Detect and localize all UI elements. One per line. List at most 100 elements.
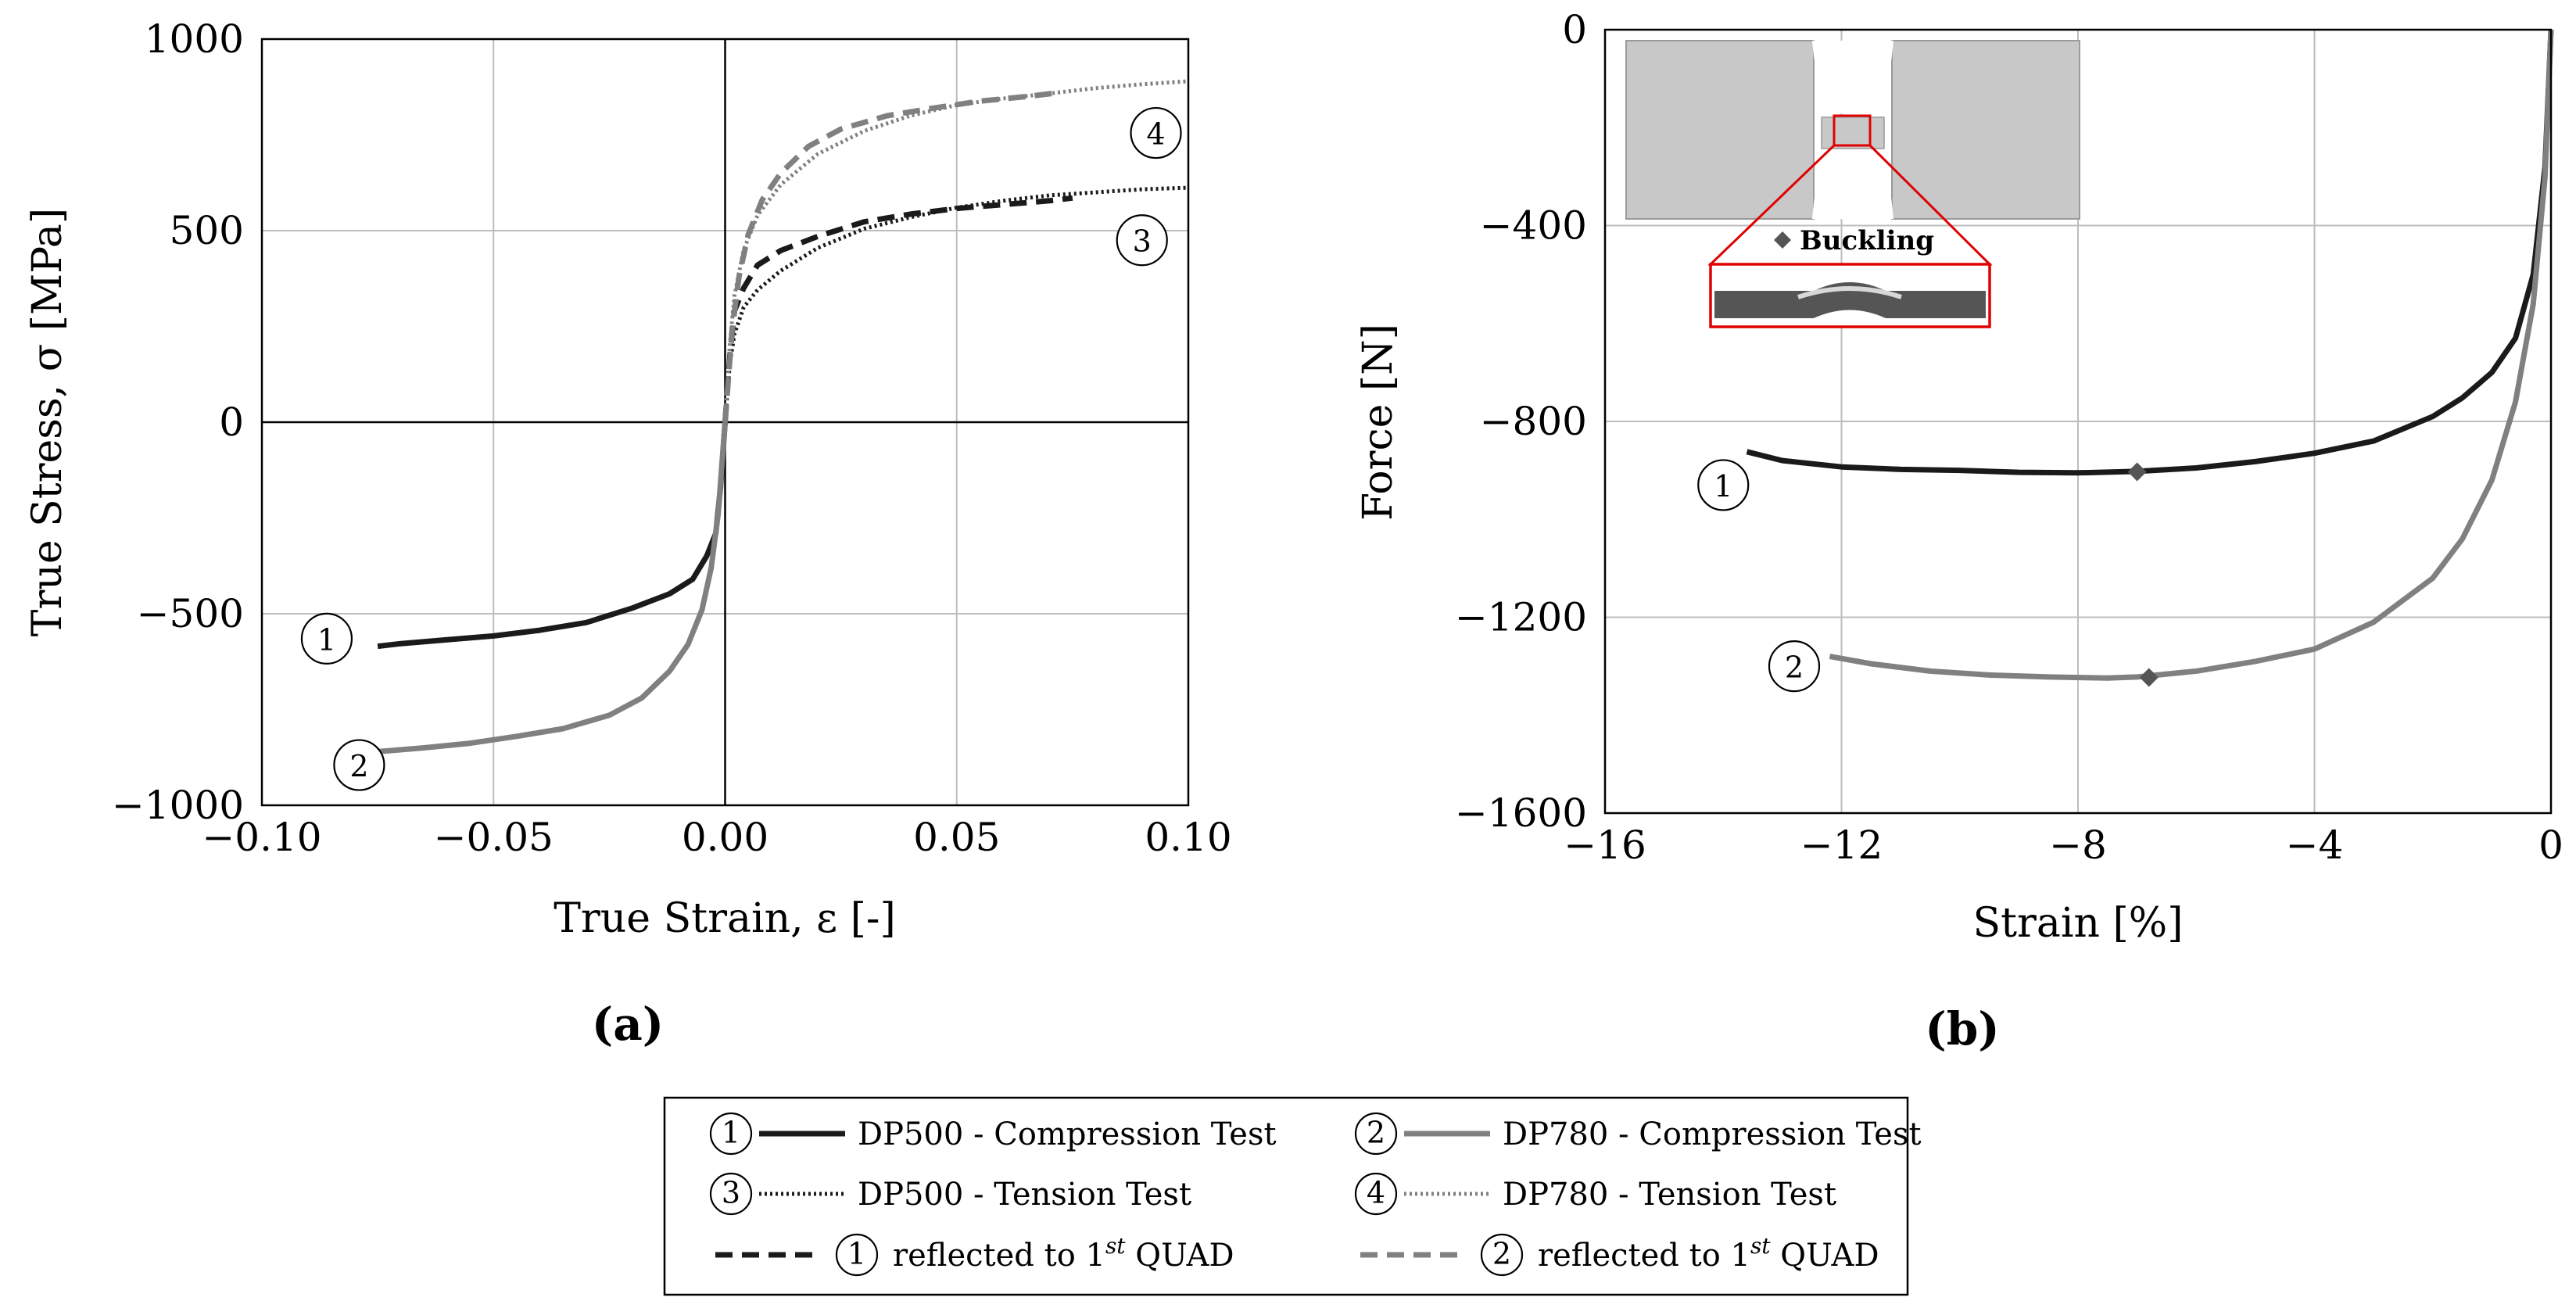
series-marker-1: 1	[300, 612, 353, 665]
legend-item: 2 reflected to 1st QUAD	[1360, 1233, 1879, 1277]
legend-label-marker-text: 1	[847, 1237, 866, 1271]
panel-a-frame	[260, 38, 1190, 807]
series-marker-2: 2	[1768, 640, 1821, 693]
buckle-highlight	[1797, 286, 1902, 299]
legend-sup: st	[1750, 1233, 1771, 1259]
panel-a-label: (a)	[592, 998, 664, 1051]
y-tick-label: 0	[219, 400, 244, 445]
legend-item: 3 DP500 - Tension Test	[709, 1172, 1191, 1216]
y-tick-label: 1000	[145, 16, 244, 62]
x-tick-label: −4	[2286, 822, 2344, 868]
series-line	[1746, 29, 2554, 476]
panel-a-xlabel: True Strain, ε [-]	[554, 895, 896, 942]
series-marker-2: 2	[333, 739, 385, 791]
panel-a: −0.10 −0.05 0.00 0.05 0.1010005000−500−1000 …	[24, 16, 1232, 1051]
legend-marker-text: 4	[1367, 1176, 1385, 1210]
legend-suffix: QUAD	[1126, 1238, 1234, 1274]
series-line	[723, 185, 1189, 423]
series-marker-4: 4	[1130, 106, 1182, 159]
legend-items: 1 DP500 - Compression Test 2 DP780 - Compre…	[709, 1112, 1922, 1277]
legend-label-marker: 1	[835, 1233, 879, 1277]
legend-marker: 4	[1354, 1172, 1398, 1216]
series-marker-3-text: 3	[1133, 224, 1152, 259]
series-marker-2-circle	[333, 739, 385, 791]
specimen-inset: Buckling	[1625, 40, 2080, 328]
series-marker-4-circle	[1130, 106, 1182, 159]
series-line	[722, 90, 1059, 423]
legend-label-marker-text: 2	[1492, 1237, 1511, 1271]
legend-label: DP780 - Tension Test	[1503, 1177, 1836, 1213]
y-tick-label: −800	[1480, 399, 1587, 444]
legend-marker: 1	[709, 1112, 753, 1156]
series-marker-2-text: 2	[349, 749, 368, 783]
y-tick-label: 500	[170, 208, 244, 253]
panel-a-ylabel: True Stress, σ [MPa]	[24, 208, 71, 636]
specimen-left-grip	[1625, 40, 1815, 220]
legend-marker-text: 1	[722, 1116, 740, 1150]
legend-marker: 2	[1354, 1112, 1398, 1156]
x-tick-label: −16	[1564, 822, 1646, 868]
buckling-point	[2127, 462, 2147, 482]
buckling-point	[2139, 668, 2159, 687]
series-marker-1-circle	[300, 612, 353, 665]
x-tick-label: −0.05	[434, 815, 554, 860]
x-tick-label: 0.00	[682, 815, 769, 860]
buckling-legend-icon	[1774, 231, 1791, 249]
y-tick-label: −500	[137, 591, 244, 636]
panel-b: −16 −12 −8 −4 00−400−800−1200−1600 12 Buckli…	[1355, 7, 2563, 1055]
series-marker-3-circle	[1116, 214, 1168, 267]
y-tick-label: −1200	[1455, 595, 1587, 640]
x-tick-label: 0.05	[913, 815, 1000, 860]
legend-label: reflected to 1st QUAD	[1538, 1233, 1879, 1274]
buckling-annotation: Buckling	[1800, 225, 1934, 256]
specimen-gauge	[1812, 41, 1893, 219]
panel-b-xlabel: Strain [%]	[1972, 900, 2183, 947]
legend: 1 DP500 - Compression Test 2 DP780 - Compre…	[663, 1096, 1922, 1296]
panel-a-tick-labels: −0.10 −0.05 0.00 0.05 0.10 1000 500 0 −500 −1000	[112, 16, 1232, 860]
series-marker-1-text: 1	[1714, 469, 1732, 503]
series-line	[377, 421, 728, 754]
series-marker-2-text: 2	[1785, 650, 1804, 685]
specimen-neck	[1821, 116, 1885, 149]
x-tick-label: −0.10	[202, 815, 321, 860]
legend-label: DP780 - Compression Test	[1503, 1116, 1922, 1152]
legend-marker-text: 3	[722, 1176, 740, 1210]
series-marker-2-circle	[1768, 640, 1821, 693]
legend-item: 4 DP780 - Tension Test	[1354, 1172, 1836, 1216]
series-line	[1829, 29, 2554, 681]
series-line	[722, 195, 1073, 423]
panel-a-markers: 1 2 3 4	[300, 106, 1182, 791]
series-marker-1-circle	[1697, 459, 1750, 511]
buckled-strip	[1714, 282, 1986, 318]
series-marker-4-text: 4	[1146, 116, 1165, 151]
legend-sup: st	[1105, 1233, 1126, 1259]
y-tick-label: 0	[1562, 7, 1587, 52]
panel-b-markers: 12	[1697, 459, 1821, 693]
x-tick-label: 0	[2538, 822, 2563, 868]
panel-b-series	[1746, 29, 2554, 687]
y-tick-label: −1000	[112, 783, 244, 828]
panel-b-frame	[1603, 28, 2553, 815]
legend-marker-circle	[1354, 1172, 1398, 1216]
legend-marker-text: 2	[1367, 1116, 1385, 1150]
legend-label-marker-circle	[835, 1233, 879, 1277]
legend-suffix: QUAD	[1771, 1238, 1879, 1274]
series-line	[377, 421, 728, 650]
panel-a-series	[377, 79, 1189, 754]
x-tick-label: −8	[2049, 822, 2107, 868]
legend-item: 2 DP780 - Compression Test	[1354, 1112, 1922, 1156]
series-marker-1: 1	[1697, 459, 1750, 511]
legend-item: 1 reflected to 1st QUAD	[715, 1233, 1234, 1277]
panel-b-tick-labels: −16 −12 −8 −4 00−400−800−1200−1600	[1455, 7, 2563, 868]
legend-item: 1 DP500 - Compression Test	[709, 1112, 1277, 1156]
legend-label-marker-circle	[1480, 1233, 1524, 1277]
series-marker-3: 3	[1116, 214, 1168, 267]
panel-b-label: (b)	[1925, 1002, 1999, 1055]
series-marker-1-text: 1	[317, 622, 336, 657]
legend-label-marker: 2	[1480, 1233, 1524, 1277]
legend-label: reflected to 1st QUAD	[893, 1233, 1234, 1274]
legend-marker-circle	[709, 1172, 753, 1216]
panel-b-ylabel: Force [N]	[1355, 324, 1402, 521]
y-tick-label: −400	[1480, 203, 1587, 249]
